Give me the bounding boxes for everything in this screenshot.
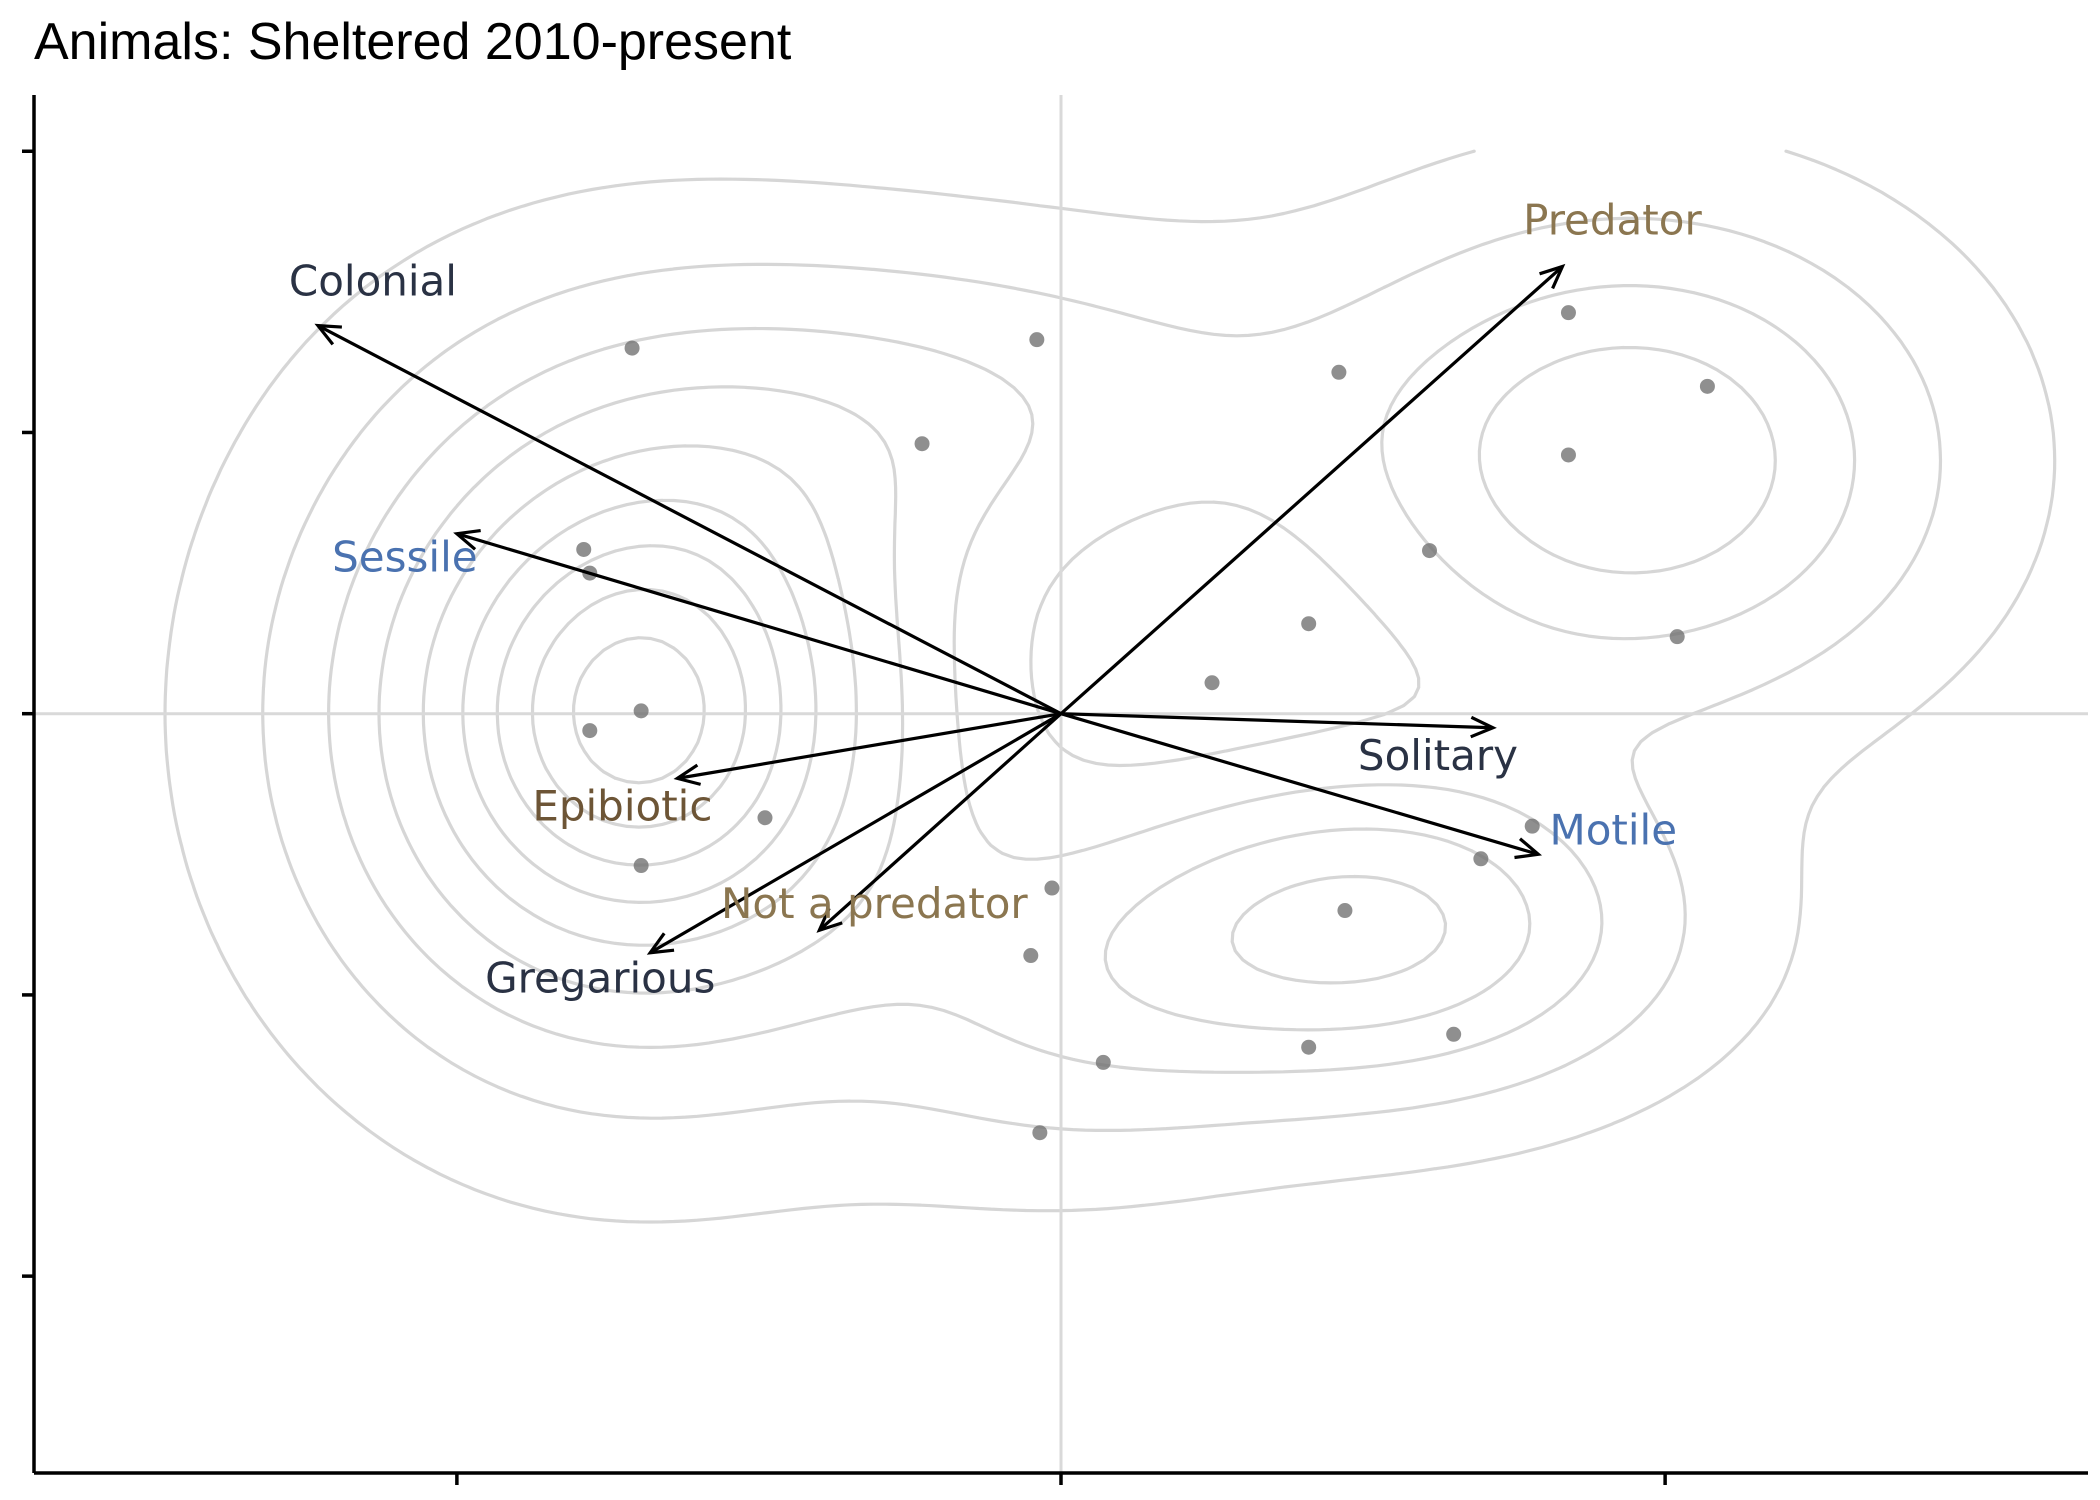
- arrowhead-colonial: [314, 323, 342, 346]
- loading-arrows: [314, 263, 1566, 955]
- data-point-19: [1473, 851, 1489, 867]
- data-point-8: [576, 541, 592, 557]
- data-point-20: [1044, 880, 1060, 896]
- data-point-17: [633, 858, 649, 874]
- arrow-predator: [1059, 265, 1564, 715]
- density-contours: [163, 149, 2057, 1224]
- arrowhead-predator: [1539, 263, 1566, 290]
- data-point-24: [1301, 1039, 1317, 1055]
- arrow-motile: [1060, 712, 1539, 856]
- data-point-11: [1301, 616, 1317, 632]
- data-point-15: [582, 723, 598, 739]
- arrow-epibiotic: [677, 712, 1062, 780]
- data-point-21: [1337, 903, 1353, 919]
- data-point-25: [1446, 1026, 1462, 1042]
- data-point-1: [624, 340, 640, 356]
- arrow-solitary: [1060, 712, 1493, 730]
- arrow-colonial: [317, 324, 1062, 716]
- label-solitary: Solitary: [1358, 731, 1518, 780]
- label-motile: Motile: [1549, 805, 1677, 854]
- density-contour-6: [461, 498, 818, 904]
- density-contour-7: [495, 544, 783, 867]
- data-point-13: [1204, 675, 1220, 691]
- chart-title: Animals: Sheltered 2010-present: [34, 13, 792, 71]
- arrowhead-motile: [1514, 837, 1543, 860]
- data-point-18: [1524, 818, 1540, 834]
- data-point-14: [633, 703, 649, 719]
- arrow-gregarious: [649, 712, 1062, 955]
- data-point-22: [1023, 948, 1039, 964]
- arrowhead-sessile: [453, 529, 481, 551]
- data-points: [576, 305, 1715, 1141]
- arrow-labels: Colonial Predator Sessile Solitary Motile Epi…: [289, 196, 1703, 1003]
- data-point-10: [1422, 543, 1438, 559]
- data-point-4: [1560, 305, 1576, 321]
- density-contour-2: [261, 216, 1943, 1132]
- density-contour-5: [421, 444, 1448, 985]
- arrow-sessile: [456, 532, 1062, 716]
- data-point-16: [757, 810, 773, 826]
- arrow-not-a-predator: [818, 712, 1063, 932]
- label-sessile: Sessile: [332, 533, 477, 582]
- arrowhead-epibiotic: [673, 763, 702, 786]
- density-contour-3: [327, 284, 1857, 1074]
- label-predator: Predator: [1523, 196, 1702, 245]
- label-not-a-predator: Not a predator: [721, 879, 1028, 928]
- density-contour-4: [377, 345, 1777, 1032]
- data-point-23: [1095, 1054, 1111, 1070]
- data-point-26: [1032, 1125, 1048, 1141]
- density-contour-9: [571, 636, 706, 785]
- arrowhead-gregarious: [646, 932, 675, 955]
- data-point-3: [1331, 364, 1347, 380]
- data-point-6: [1560, 447, 1576, 463]
- axes: [22, 95, 2088, 1485]
- data-point-5: [1699, 378, 1715, 394]
- data-point-7: [914, 436, 930, 452]
- density-contour-1: [163, 149, 2057, 1224]
- data-point-12: [1669, 629, 1685, 645]
- label-epibiotic: Epibiotic: [532, 781, 712, 830]
- arrowhead-not-a-predator: [816, 907, 843, 933]
- arrowhead-solitary: [1470, 715, 1497, 739]
- data-point-2: [1029, 332, 1045, 348]
- label-gregarious: Gregarious: [485, 954, 715, 1003]
- label-colonial: Colonial: [289, 257, 457, 306]
